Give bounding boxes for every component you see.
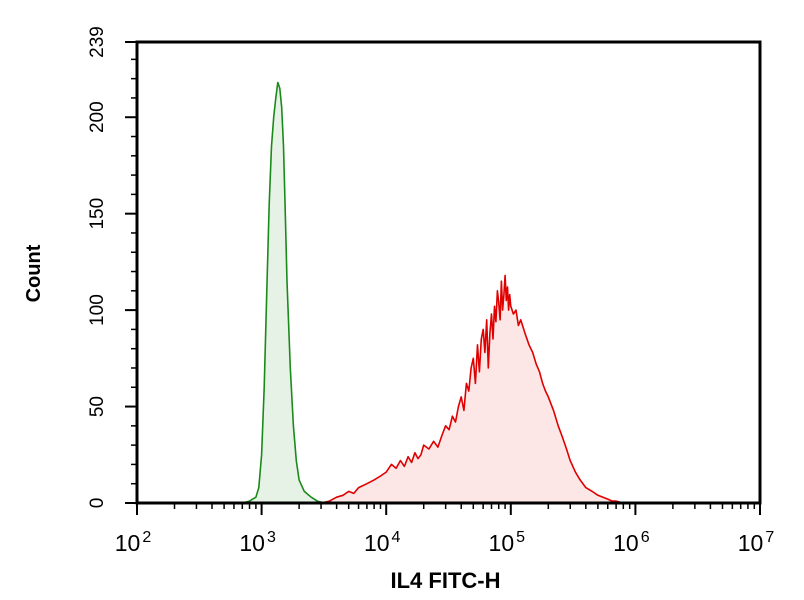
x-tick-base: 10: [489, 530, 515, 556]
y-tick-label: 200: [87, 101, 108, 133]
histogram-1-fill: [321, 275, 646, 503]
x-tick-exponent: 4: [392, 529, 401, 546]
y-tick-label: 239: [87, 26, 108, 58]
histogram-0-fill: [242, 82, 325, 503]
y-axis-title: Count: [23, 244, 45, 302]
y-tick-label: 50: [87, 396, 108, 417]
y-tick-label: 150: [87, 198, 108, 230]
y-tick-label: 0: [87, 498, 108, 509]
x-tick-label: 10 5: [489, 529, 526, 556]
x-tick-exponent: 2: [142, 529, 151, 546]
x-tick-base: 10: [239, 530, 265, 556]
x-tick-exponent: 3: [267, 529, 276, 546]
histogram-1-line: [320, 274, 646, 504]
x-tick-base: 10: [115, 530, 141, 556]
plot-frame: [135, 40, 762, 505]
x-tick-exponent: 5: [516, 529, 525, 546]
histogram-0-line: [242, 81, 325, 504]
x-tick-label: 10 6: [613, 529, 650, 556]
x-tick-base: 10: [613, 530, 639, 556]
x-tick-base: 10: [364, 530, 390, 556]
x-axis-title: IL4 FITC-H: [391, 568, 501, 593]
x-tick-label: 10 2: [115, 529, 152, 556]
x-tick-exponent: 7: [765, 529, 774, 546]
x-tick-label: 10 3: [239, 529, 276, 556]
y-tick-label: 100: [87, 294, 108, 326]
x-tick-base: 10: [738, 530, 764, 556]
x-tick-label: 10 4: [364, 529, 401, 556]
x-tick-exponent: 6: [641, 529, 650, 546]
x-tick-label: 10 7: [738, 529, 775, 556]
